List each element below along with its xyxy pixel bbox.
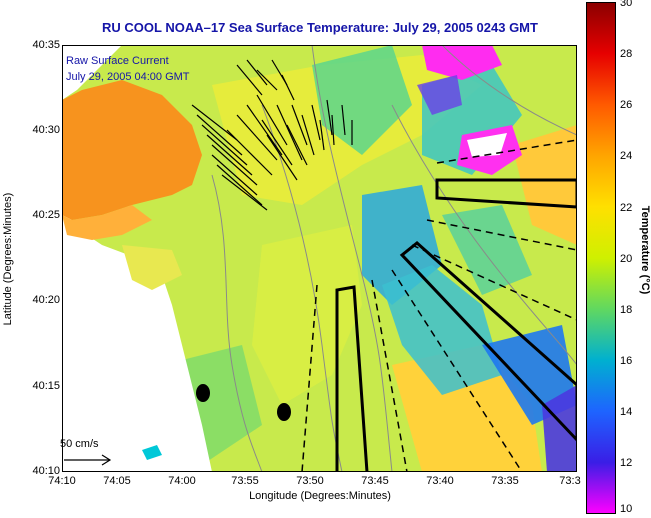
map-frame: [62, 45, 577, 472]
sst-patch: [422, 45, 502, 80]
sst-patch: [382, 265, 502, 395]
sst-patch: [252, 225, 362, 405]
x-tick: 74:00: [168, 475, 196, 487]
colorbar-tick: 30: [620, 0, 633, 9]
colorbar-tick: 28: [620, 48, 633, 60]
current-legend-line2: July 29, 2005 04:00 GMT: [66, 71, 190, 83]
bay-water: [122, 245, 182, 290]
map-title: RU COOL NOAA–17 Sea Surface Temperature:…: [102, 20, 538, 35]
x-tick: 74:05: [103, 475, 131, 487]
temperature-colorbar: [586, 2, 616, 514]
x-tick: 73:45: [361, 475, 389, 487]
sst-patch: [312, 45, 412, 155]
x-axis-label: Longitude (Degrees:Minutes): [249, 490, 391, 502]
y-axis-label: Latitude (Degrees:Minutes): [2, 192, 14, 326]
sampling-boxes: [335, 178, 577, 472]
sst-patch: [512, 125, 577, 245]
cloud-mask: [467, 133, 507, 157]
current-legend-line1: Raw Surface Current: [66, 55, 169, 67]
x-tick: 73:50: [296, 475, 324, 487]
y-tick: 40:25: [32, 209, 60, 221]
x-tick: 73:55: [231, 475, 259, 487]
colorbar-gradient: [586, 2, 616, 514]
mooring-marker[interactable]: [196, 384, 210, 402]
y-tick: 40:20: [32, 294, 60, 306]
sst-patch: [417, 75, 462, 115]
x-tick: 73:40: [426, 475, 454, 487]
x-tick: 73:3: [559, 475, 581, 487]
sst-patch: [542, 385, 577, 472]
scale-arrow: [64, 454, 112, 466]
land: [62, 145, 212, 472]
land: [62, 45, 122, 100]
colorbar-tick: 24: [620, 150, 633, 162]
colorbar-tick: 16: [620, 355, 633, 367]
x-tick: 74:10: [48, 475, 76, 487]
scale-label: 50 cm/s: [60, 438, 99, 450]
current-vectors: [191, 59, 353, 211]
colorbar-tick: 22: [620, 202, 633, 214]
colorbar-tick: 18: [620, 304, 633, 316]
sst-map[interactable]: [62, 45, 577, 472]
y-tick: 40:35: [32, 39, 60, 51]
bay-water: [62, 205, 152, 240]
colorbar-tick: 10: [620, 503, 633, 515]
colorbar-tick: 12: [620, 457, 633, 469]
colorbar-tick: 14: [620, 406, 633, 418]
y-tick: 40:10: [32, 465, 60, 477]
transect-lines: [301, 139, 577, 472]
y-tick: 40:30: [32, 124, 60, 136]
colorbar-label: Temperature (°C): [639, 205, 651, 295]
bathymetry-contours: [211, 45, 577, 472]
y-tick: 40:15: [32, 380, 60, 392]
colorbar-tick: 26: [620, 99, 633, 111]
colorbar-tick: 20: [620, 253, 633, 265]
x-tick: 73:35: [491, 475, 519, 487]
sst-patch: [142, 445, 162, 460]
bay-water: [62, 80, 202, 220]
mooring-marker[interactable]: [277, 403, 291, 421]
